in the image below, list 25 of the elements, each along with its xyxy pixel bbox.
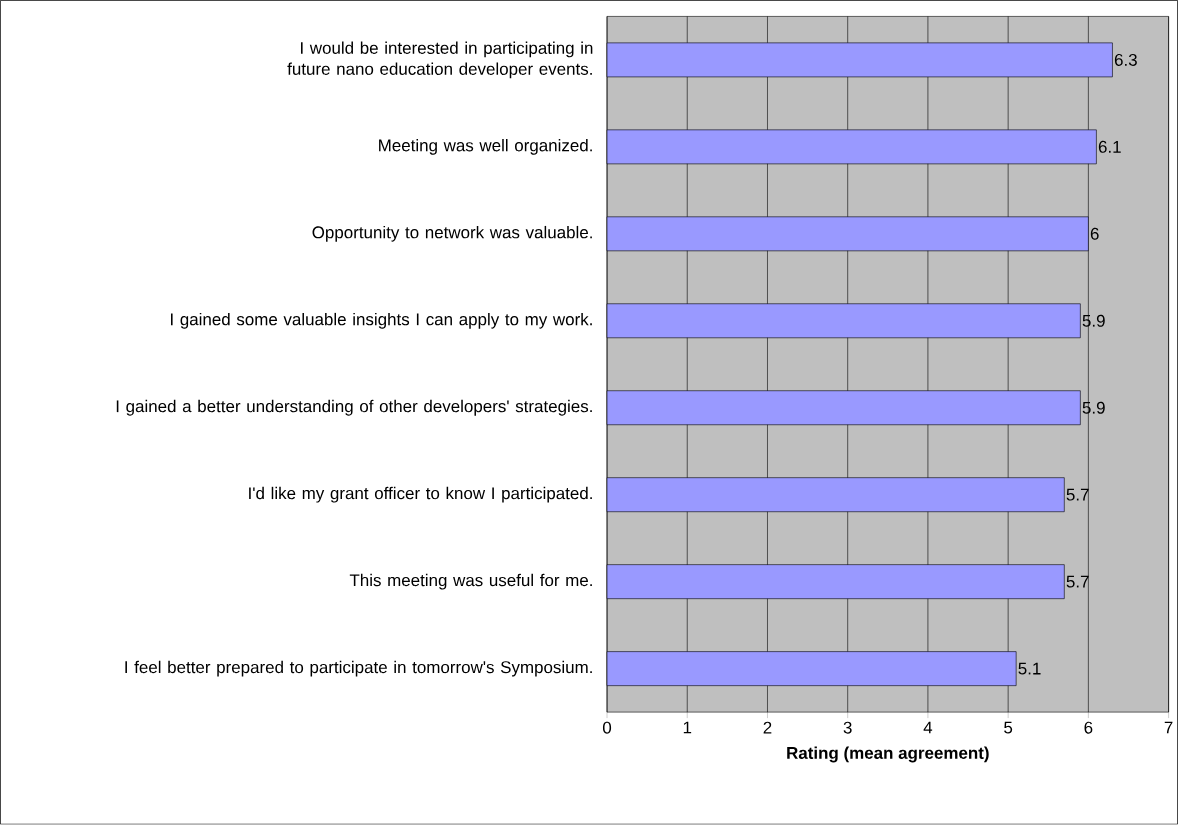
data-label: 5.1 <box>1018 662 1041 675</box>
y-tick-label: This meeting was useful for me. <box>349 573 592 590</box>
x-tick-label: 3 <box>843 721 852 734</box>
y-tick-label: I gained some valuable insights I can apply to my work. <box>171 313 592 329</box>
data-label: 5.9 <box>1082 401 1105 414</box>
data-label: 6 <box>1090 228 1099 241</box>
y-tick-label: Opportunity to network was valuable. <box>312 226 592 242</box>
y-tick-label: I would be interested in participating in future nano education developer events. <box>287 41 593 79</box>
x-tick-label: 0 <box>602 721 612 734</box>
x-axis-title: Rating (mean agreement) <box>787 746 989 763</box>
x-tick-label: 6 <box>1084 721 1093 734</box>
y-tick-label: I feel better prepared to participate in tomorrow's Symposium. <box>125 660 592 677</box>
y-tick-label: I gained a better understanding of other developers' strategies. <box>116 400 592 416</box>
data-label: 6.1 <box>1098 141 1121 154</box>
data-label: 5.7 <box>1066 575 1089 588</box>
y-tick-label: Meeting was well organized. <box>379 139 592 155</box>
data-label: 5.7 <box>1066 488 1089 501</box>
data-label: 6.3 <box>1114 54 1137 67</box>
x-tick-label: 2 <box>763 721 772 734</box>
x-tick-label: 5 <box>1004 721 1013 734</box>
y-tick-label: I'd like my grant officer to know I participated. <box>249 487 592 503</box>
x-tick-label: 7 <box>1164 721 1173 734</box>
x-tick-label: 4 <box>923 721 933 734</box>
x-tick-label: 1 <box>683 721 692 734</box>
data-label: 5.9 <box>1082 314 1105 327</box>
